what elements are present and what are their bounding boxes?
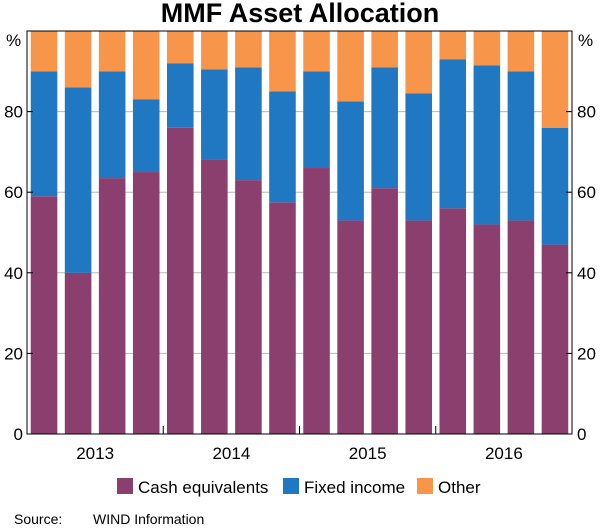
legend: Cash equivalents Fixed income Other <box>117 478 481 497</box>
bar-fixed-income-4 <box>132 99 160 173</box>
legend-label-other: Other <box>438 478 481 497</box>
bar-other-15 <box>507 31 535 72</box>
bar-cash-equivalents-16 <box>541 244 569 434</box>
legend-swatch-other <box>417 478 433 494</box>
bar-other-6 <box>201 31 228 70</box>
y-tick-label-left-60: 60 <box>4 183 23 202</box>
bar-fixed-income-12 <box>405 93 433 221</box>
chart-title: MMF Asset Allocation <box>161 0 440 28</box>
bar-other-3 <box>98 31 126 72</box>
bar-cash-equivalents-10 <box>337 220 364 434</box>
bar-cash-equivalents-12 <box>405 220 433 434</box>
bar-fixed-income-1 <box>30 71 58 197</box>
y-tick-label-right-20: 20 <box>577 344 596 363</box>
bar-other-9 <box>303 31 330 72</box>
legend-label-cash-equivalents: Cash equivalents <box>138 478 268 497</box>
x-tick-label-2016: 2016 <box>485 444 523 463</box>
legend-swatch-fixed-income <box>283 478 299 494</box>
bar-fixed-income-16 <box>541 127 569 245</box>
bar-other-14 <box>473 31 501 66</box>
bar-cash-equivalents-7 <box>235 180 262 434</box>
bar-other-2 <box>64 31 92 88</box>
bar-other-12 <box>405 31 433 94</box>
bar-cash-equivalents-8 <box>269 202 296 434</box>
source-label: Source: <box>14 511 62 527</box>
bar-cash-equivalents-3 <box>98 178 126 434</box>
y-unit-left: % <box>6 31 21 50</box>
bar-fixed-income-14 <box>473 65 501 225</box>
y-tick-label-left-0: 0 <box>14 425 23 444</box>
bar-other-8 <box>269 31 296 92</box>
x-tick-label-2014: 2014 <box>212 444 250 463</box>
bar-fixed-income-7 <box>235 67 262 181</box>
y-tick-label-right-60: 60 <box>577 183 596 202</box>
bar-other-11 <box>371 31 398 68</box>
bar-cash-equivalents-5 <box>166 127 194 434</box>
bar-other-1 <box>30 31 58 72</box>
y-tick-label-right-0: 0 <box>577 425 586 444</box>
bar-cash-equivalents-11 <box>371 188 398 434</box>
bar-fixed-income-3 <box>98 71 126 179</box>
bar-fixed-income-6 <box>201 69 228 160</box>
bar-fixed-income-13 <box>439 59 467 209</box>
y-tick-label-right-40: 40 <box>577 264 596 283</box>
bar-fixed-income-10 <box>337 101 364 221</box>
legend-swatch-cash-equivalents <box>117 478 133 494</box>
bar-other-7 <box>235 31 262 68</box>
y-tick-label-left-80: 80 <box>4 103 23 122</box>
bar-cash-equivalents-14 <box>473 224 501 434</box>
bar-other-13 <box>439 31 467 60</box>
bar-other-4 <box>132 31 160 100</box>
bar-cash-equivalents-15 <box>507 220 535 434</box>
bar-other-5 <box>166 31 194 64</box>
bar-fixed-income-9 <box>303 71 330 169</box>
y-tick-label-left-40: 40 <box>4 264 23 283</box>
bar-cash-equivalents-6 <box>201 159 228 434</box>
bar-fixed-income-8 <box>269 91 296 203</box>
bar-fixed-income-5 <box>166 63 194 128</box>
x-tick-label-2015: 2015 <box>349 444 387 463</box>
bar-other-16 <box>541 31 569 128</box>
bar-cash-equivalents-13 <box>439 208 467 434</box>
bar-fixed-income-2 <box>64 87 92 273</box>
bar-cash-equivalents-1 <box>30 196 58 434</box>
bar-cash-equivalents-4 <box>132 172 160 435</box>
bar-fixed-income-11 <box>371 67 398 189</box>
x-tick-label-2013: 2013 <box>76 444 114 463</box>
y-unit-right: % <box>578 31 593 50</box>
source-text: WIND Information <box>93 511 204 527</box>
legend-label-fixed-income: Fixed income <box>304 478 405 497</box>
bar-cash-equivalents-9 <box>303 168 330 434</box>
bar-cash-equivalents-2 <box>64 272 92 434</box>
bar-other-10 <box>337 31 364 102</box>
y-tick-label-right-80: 80 <box>577 103 596 122</box>
y-tick-label-left-20: 20 <box>4 344 23 363</box>
bar-fixed-income-15 <box>507 71 535 221</box>
